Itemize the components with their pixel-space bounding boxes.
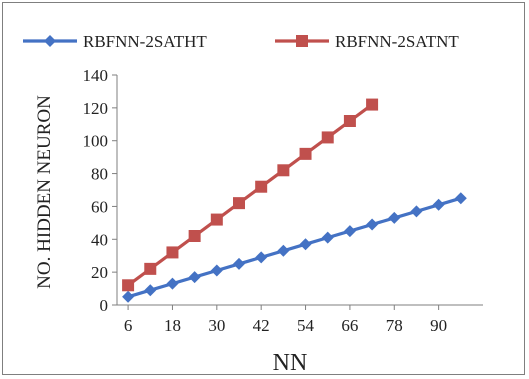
x-tick-label: 42 [253,316,270,335]
data-point [233,257,245,270]
x-axis-title: NN [273,350,308,376]
y-tick-label: 60 [91,197,108,216]
x-tick-label: 30 [208,316,225,335]
chart-frame: RBFNN-2SATHT RBFNN-2SATNT 0 20 40 60 80 100 120… [2,2,525,376]
y-tick-label: 100 [83,132,109,151]
legend: RBFNN-2SATHT RBFNN-2SATNT [23,32,459,51]
y-tick-label: 0 [100,296,109,315]
data-point [166,246,179,259]
legend-label: RBFNN-2SATNT [335,32,459,51]
data-point [321,131,334,144]
data-point [299,238,312,251]
data-point [122,279,135,292]
x-tick-label: 78 [386,316,403,335]
x-tick-label: 54 [297,316,315,335]
data-point [188,271,201,284]
data-point [144,284,157,297]
data-point [343,115,356,127]
x-tick-label: 66 [341,316,358,335]
x-tick-label: 18 [164,316,181,335]
data-point [277,244,290,257]
series-line [127,103,374,287]
series-1 [122,192,467,303]
y-tick-label: 140 [83,66,109,85]
data-point [166,277,179,290]
line-chart: RBFNN-2SATHT RBFNN-2SATNT 0 20 40 60 80 100 120… [23,32,483,376]
data-point [296,35,308,47]
data-point [321,231,334,244]
y-tick-label: 40 [91,230,108,249]
data-point [210,264,223,277]
y-tick-label: 120 [83,99,109,118]
data-point [388,211,401,224]
data-point [343,225,356,238]
data-point [255,251,268,264]
data-point [255,180,268,193]
data-point [210,213,223,226]
legend-item-1: RBFNN-2SATHT [23,32,207,51]
series-line [127,196,462,299]
legend-item-2: RBFNN-2SATNT [275,32,459,51]
data-point [299,147,312,160]
data-point [454,192,467,205]
data-point [366,98,379,111]
data-point [144,262,157,275]
data-point [233,197,245,210]
x-tick-label: 90 [430,316,447,335]
data-point [277,164,290,177]
series-layer [122,98,467,303]
data-point [188,230,201,242]
data-point [432,198,445,211]
data-point [122,290,135,303]
series-2 [122,98,379,292]
legend-label: RBFNN-2SATHT [83,32,207,51]
axes: 0 20 40 60 80 100 120 140 6 18 30 42 54 66 78 90 [83,66,483,335]
data-point [410,205,423,218]
y-tick-label: 20 [91,263,108,282]
data-point [366,218,379,231]
x-tick-label: 6 [124,316,133,335]
y-axis-title: NO. HIDDEN NEURON [34,95,55,289]
y-tick-label: 80 [91,165,108,184]
data-point [44,35,56,47]
